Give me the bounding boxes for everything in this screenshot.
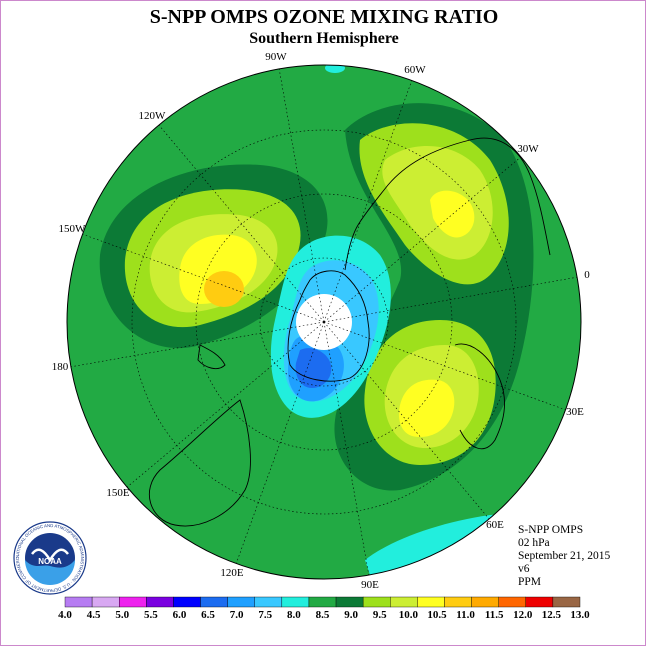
logo-text: NOAA bbox=[38, 557, 62, 566]
colorbar-swatch bbox=[362, 596, 391, 608]
colorbar-swatch bbox=[119, 596, 147, 608]
map-title: S-NPP OMPS OZONE MIXING RATIO bbox=[149, 6, 499, 28]
coast-antarctica bbox=[287, 270, 370, 382]
colorbar-tick-label: 7.0 bbox=[230, 609, 244, 621]
contour-10-southeast bbox=[398, 379, 455, 438]
colorbar-swatch bbox=[200, 596, 228, 608]
lon-label: 120E bbox=[220, 567, 244, 579]
lon-label: 60W bbox=[404, 64, 426, 76]
colorbar-swatch bbox=[254, 596, 283, 608]
lon-label: 30W bbox=[517, 143, 539, 155]
colorbar-tick-label: 13.0 bbox=[570, 609, 590, 621]
colorbar-tick-label: 6.5 bbox=[201, 609, 215, 621]
colorbar-tick-label: 11.0 bbox=[456, 609, 475, 621]
longitude-labels: 90W 60W 30W 0 30E 60E 90E 120E 150E 180 … bbox=[52, 51, 591, 591]
contour-10.5-maximum bbox=[204, 271, 244, 307]
colorbar-tick-label: 10.5 bbox=[427, 609, 447, 621]
colorbar-swatch bbox=[227, 596, 255, 608]
graticule bbox=[69, 67, 579, 577]
info-product: S-NPP OMPS bbox=[518, 524, 584, 536]
contour-10-northeast bbox=[430, 190, 475, 238]
colorbar-swatch bbox=[390, 596, 418, 608]
colorbar-tick-label: 9.0 bbox=[344, 609, 358, 621]
lon-label: 90W bbox=[265, 51, 287, 63]
colorbar-tick-label: 8.0 bbox=[287, 609, 301, 621]
lon-label: 150W bbox=[59, 223, 87, 235]
colorbar-swatches bbox=[64, 596, 581, 608]
colorbar-tick-label: 6.0 bbox=[173, 609, 187, 621]
lon-label: 180 bbox=[52, 361, 69, 373]
coast-new-zealand bbox=[197, 344, 226, 370]
lon-label: 120W bbox=[139, 110, 167, 122]
colorbar-swatch bbox=[281, 596, 310, 608]
colorbar-tick-label: 12.0 bbox=[513, 609, 533, 621]
product-info: S-NPP OMPS 02 hPa September 21, 2015 v6 … bbox=[518, 524, 610, 589]
info-units: PPM bbox=[518, 576, 542, 588]
colorbar-tick-label: 12.5 bbox=[542, 609, 562, 621]
lon-label: 150E bbox=[106, 487, 130, 499]
colorbar-tick-label: 4.0 bbox=[58, 609, 72, 621]
coast-south-america bbox=[344, 137, 551, 271]
colorbar-swatch bbox=[417, 596, 445, 608]
contour-7.5-edge-north bbox=[325, 65, 345, 73]
colorbar-swatch bbox=[146, 596, 174, 608]
colorbar-swatch bbox=[64, 596, 93, 608]
colorbar-tick-label: 5.5 bbox=[144, 609, 158, 621]
colorbar-swatch bbox=[444, 596, 472, 608]
colorbar-tick-label: 4.5 bbox=[87, 609, 101, 621]
colorbar-swatch bbox=[173, 596, 201, 608]
noaa-logo: NATIONAL OCEANIC AND ATMOSPHERIC ADMINIS… bbox=[12, 520, 87, 595]
info-level: 02 hPa bbox=[518, 537, 550, 549]
info-version: v6 bbox=[518, 563, 530, 575]
map-subtitle: Southern Hemisphere bbox=[249, 30, 399, 47]
contour-6-polar bbox=[295, 348, 332, 388]
map-boundary bbox=[66, 64, 582, 580]
colorbar-tick-label: 7.5 bbox=[258, 609, 272, 621]
info-date: September 21, 2015 bbox=[518, 550, 611, 562]
colorbar-swatch bbox=[335, 596, 364, 608]
colorbar-swatch bbox=[308, 596, 337, 608]
colorbar: 4.0 4.5 5.0 5.5 6.0 6.5 7.0 7.5 8.0 8.5 9.0 9.5 10.0… bbox=[58, 596, 590, 621]
lon-label: 90E bbox=[361, 579, 379, 591]
colorbar-swatch bbox=[91, 596, 120, 608]
colorbar-tick-label: 11.5 bbox=[485, 609, 504, 621]
colorbar-swatch bbox=[525, 596, 554, 608]
lon-label: 0 bbox=[584, 269, 590, 281]
colorbar-tick-label: 5.0 bbox=[115, 609, 129, 621]
colorbar-tick-label: 9.5 bbox=[373, 609, 387, 621]
coast-africa bbox=[454, 343, 505, 450]
coast-australia bbox=[148, 399, 251, 527]
colorbar-tick-label: 10.0 bbox=[399, 609, 419, 621]
lon-label: 30E bbox=[566, 406, 584, 418]
logo-wave bbox=[25, 560, 75, 585]
colorbar-labels: 4.0 4.5 5.0 5.5 6.0 6.5 7.0 7.5 8.0 8.5 9.0 9.5 10.0… bbox=[58, 609, 590, 621]
logo-gull bbox=[31, 548, 69, 563]
colorbar-swatch bbox=[471, 596, 499, 608]
colorbar-swatch bbox=[552, 596, 581, 608]
lon-label: 60E bbox=[486, 519, 504, 531]
coastlines bbox=[148, 137, 551, 527]
colorbar-swatch bbox=[498, 596, 526, 608]
ozone-field bbox=[67, 65, 581, 579]
colorbar-tick-label: 8.5 bbox=[316, 609, 330, 621]
